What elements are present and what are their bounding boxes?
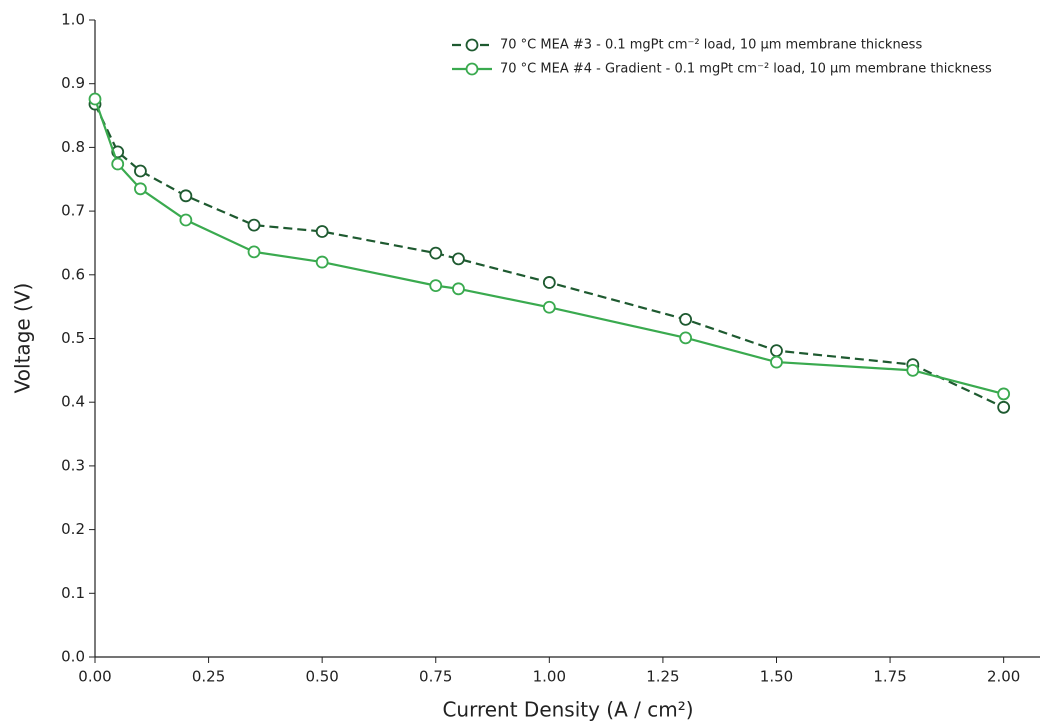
marker [452,282,465,296]
marker [679,331,693,345]
marker [247,218,261,232]
x-tick-label: 2.00 [987,668,1020,686]
y-tick-label: 0.3 [61,456,85,474]
marker [679,312,693,326]
y-tick-label: 0.1 [61,584,85,602]
marker [997,387,1011,401]
x-tick-label: 1.00 [533,668,566,686]
marker [542,276,556,289]
x-tick-label: 1.50 [760,668,793,686]
x-axis-label: Current Density (A / cm²) [442,698,693,722]
marker [906,363,920,377]
y-tick-label: 1.0 [61,11,85,29]
y-tick-label: 0.7 [61,202,85,220]
marker [111,157,125,171]
y-tick-label: 0.5 [61,329,85,347]
marker [247,245,261,259]
x-tick-label: 0.00 [78,668,111,686]
x-tick-label: 1.75 [873,668,906,686]
legend-label: 70 °C MEA #4 - Gradient - 0.1 mgPt cm⁻² … [500,62,992,77]
marker [770,355,783,369]
marker [88,92,102,106]
series-line [93,98,1004,395]
y-tick-label: 0.6 [61,265,85,283]
marker [179,189,193,203]
marker [542,300,556,314]
y-tick-label: 0.2 [61,520,85,538]
y-tick-label: 0.8 [61,138,85,156]
marker [315,225,329,238]
x-tick-label: 1.25 [646,668,679,686]
x-tick-label: 0.50 [305,668,338,686]
marker [134,182,147,196]
y-tick-label: 0.4 [61,393,85,411]
marker [134,164,147,178]
series-line [94,103,1005,409]
legend-label: 70 °C MEA #3 - 0.1 mgPt cm⁻² load, 10 µm… [500,38,922,53]
marker [997,400,1011,414]
x-tick-label: 0.25 [192,668,225,686]
legend-marker [465,38,479,52]
marker [429,279,443,293]
marker [770,344,783,358]
legend-marker [465,62,479,76]
marker [315,255,329,269]
marker [179,213,193,227]
marker [452,252,465,266]
y-axis-label: Voltage (V) [11,283,35,394]
marker [429,246,443,260]
x-tick-label: 0.75 [419,668,452,686]
y-tick-label: 0.0 [61,648,85,666]
y-tick-label: 0.9 [61,74,85,92]
